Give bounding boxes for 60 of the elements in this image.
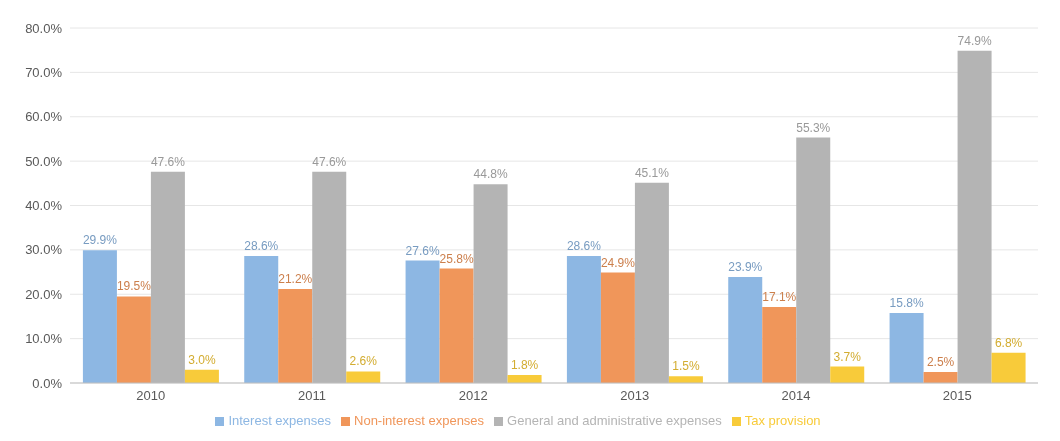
legend-label: Interest expenses: [228, 413, 332, 428]
bar: [830, 366, 865, 383]
x-tick-label: 2013: [620, 388, 650, 404]
bar: [82, 250, 117, 383]
bar: [116, 296, 151, 383]
y-tick-label: 10.0%: [25, 331, 63, 347]
data-label: 47.6%: [150, 154, 186, 169]
bar: [762, 307, 797, 383]
data-label: 55.3%: [796, 120, 831, 135]
bar: [728, 276, 763, 383]
data-label: 6.8%: [994, 335, 1023, 350]
data-label: 23.9%: [728, 259, 763, 274]
y-tick-label: 50.0%: [25, 153, 63, 169]
bar: [439, 268, 474, 383]
y-tick-label: 80.0%: [25, 20, 63, 36]
y-tick-label: 70.0%: [25, 64, 63, 80]
data-label: 15.8%: [889, 295, 924, 310]
data-label: 45.1%: [634, 165, 670, 180]
bar: [244, 256, 279, 383]
bar: [278, 288, 313, 383]
x-tick-label: 2011: [298, 388, 326, 404]
data-label: 29.9%: [82, 233, 118, 248]
legend-label: General and administrative expenses: [507, 413, 722, 428]
data-label: 24.9%: [600, 255, 636, 270]
y-tick-label: 30.0%: [25, 242, 63, 258]
data-label: 2.6%: [349, 354, 378, 369]
x-tick-label: 2010: [136, 388, 166, 404]
data-label: 3.0%: [188, 352, 216, 367]
bar: [566, 256, 601, 383]
y-tick-label: 20.0%: [25, 286, 63, 302]
bar: [405, 260, 440, 383]
data-label: 2.5%: [926, 354, 955, 369]
x-tick-label: 2015: [942, 388, 972, 404]
data-label: 28.6%: [566, 239, 602, 254]
bar: [668, 376, 703, 383]
bar: [346, 371, 381, 383]
data-label: 21.2%: [278, 271, 313, 286]
y-tick-label: 40.0%: [25, 198, 63, 214]
data-label: 74.9%: [957, 33, 992, 48]
data-label: 17.1%: [762, 290, 797, 305]
data-label: 28.6%: [244, 239, 279, 254]
bar: [991, 352, 1026, 383]
data-label: 1.8%: [510, 358, 539, 373]
x-tick-label: 2012: [458, 388, 488, 404]
data-label: 47.6%: [312, 154, 347, 169]
data-label: 25.8%: [439, 251, 474, 266]
bar: [600, 272, 635, 383]
data-label: 3.7%: [833, 349, 862, 364]
data-label: 44.8%: [473, 167, 508, 182]
legend-label: Tax provision: [744, 413, 821, 428]
y-tick-label: 0.0%: [32, 375, 63, 391]
bar: [923, 371, 958, 383]
data-label: 19.5%: [116, 279, 152, 294]
x-tick-label: 2014: [781, 388, 811, 404]
data-label: 1.5%: [672, 359, 700, 374]
bar: [184, 369, 219, 383]
data-label: 27.6%: [405, 243, 440, 258]
legend-label: Non-interest expenses: [354, 413, 485, 428]
y-tick-label: 60.0%: [25, 109, 63, 125]
bar: [889, 312, 924, 383]
